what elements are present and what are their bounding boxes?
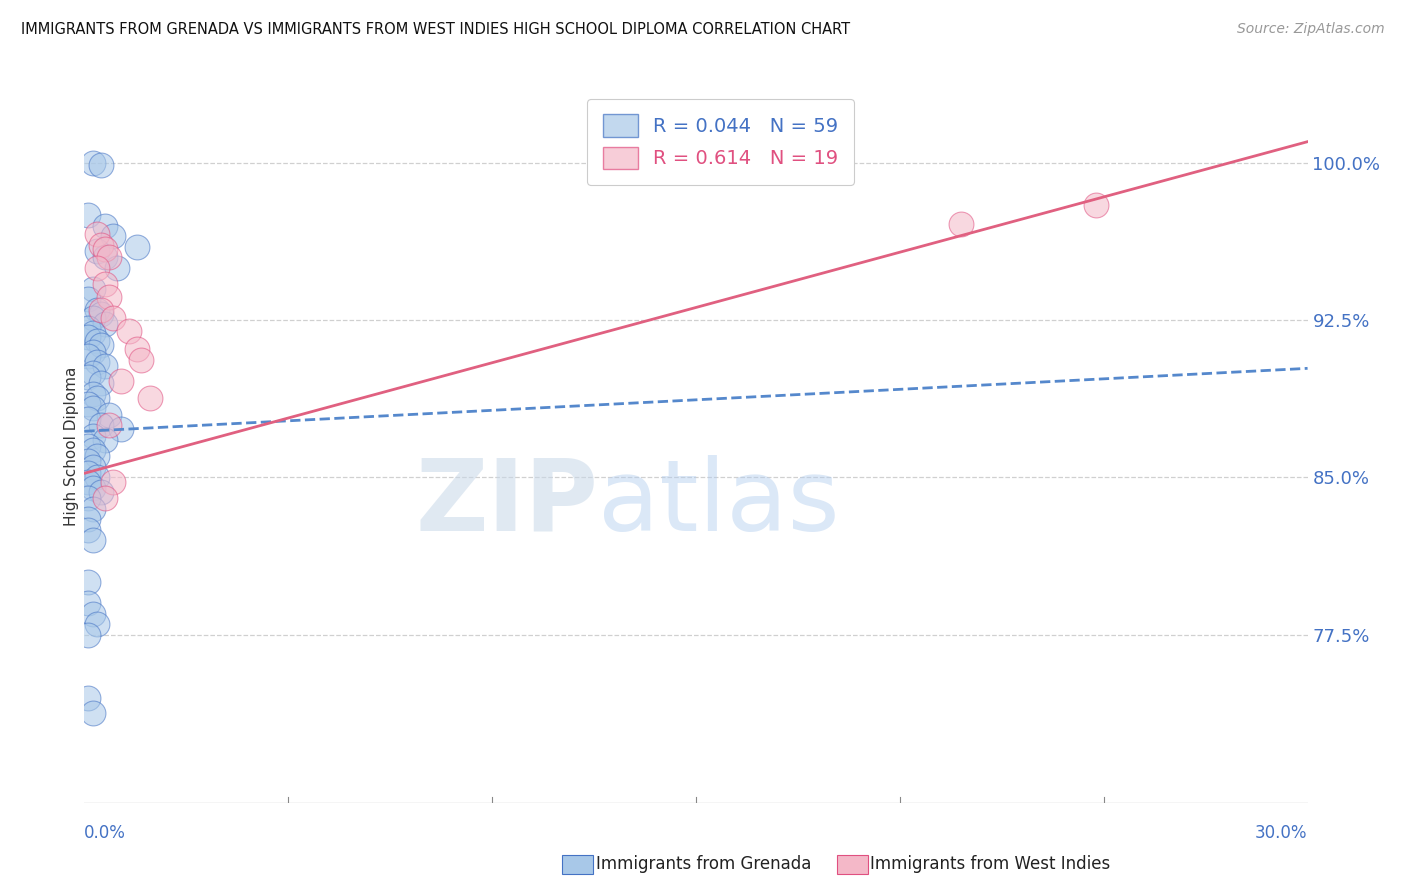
Point bbox=[77, 596, 100, 610]
Point bbox=[90, 417, 112, 432]
Point bbox=[82, 344, 104, 359]
Point bbox=[77, 369, 100, 384]
Point bbox=[86, 617, 108, 632]
Point bbox=[82, 481, 104, 495]
Point bbox=[101, 229, 124, 244]
Point bbox=[97, 250, 120, 264]
Point bbox=[86, 450, 108, 464]
Point bbox=[82, 502, 104, 516]
Point bbox=[101, 310, 124, 325]
Point bbox=[86, 260, 108, 275]
Point bbox=[82, 533, 104, 548]
Point bbox=[77, 208, 100, 222]
Point bbox=[90, 158, 112, 172]
Point bbox=[77, 330, 100, 344]
Point bbox=[77, 523, 100, 537]
Point bbox=[110, 422, 132, 436]
Point bbox=[93, 242, 117, 256]
Point bbox=[77, 349, 100, 363]
Point bbox=[86, 244, 108, 258]
Point bbox=[118, 324, 141, 338]
Point bbox=[110, 374, 132, 388]
Point bbox=[77, 475, 100, 489]
Point bbox=[82, 428, 104, 442]
Point bbox=[127, 239, 149, 253]
Point bbox=[127, 343, 149, 357]
Point bbox=[90, 302, 112, 317]
Point bbox=[77, 690, 100, 705]
Point bbox=[86, 470, 108, 484]
Point bbox=[97, 290, 120, 304]
Point bbox=[86, 227, 108, 241]
Text: 30.0%: 30.0% bbox=[1256, 824, 1308, 842]
Text: Immigrants from West Indies: Immigrants from West Indies bbox=[870, 855, 1111, 873]
Text: IMMIGRANTS FROM GRENADA VS IMMIGRANTS FROM WEST INDIES HIGH SCHOOL DIPLOMA CORRE: IMMIGRANTS FROM GRENADA VS IMMIGRANTS FR… bbox=[21, 22, 851, 37]
Point bbox=[138, 391, 160, 405]
Point bbox=[77, 575, 100, 590]
Text: ZIP: ZIP bbox=[415, 455, 598, 551]
Point bbox=[93, 277, 117, 292]
Point bbox=[90, 376, 112, 390]
Point bbox=[90, 485, 112, 500]
Point bbox=[82, 706, 104, 720]
Point bbox=[77, 292, 100, 306]
Point bbox=[82, 443, 104, 458]
Point bbox=[1084, 197, 1107, 211]
Point bbox=[82, 282, 104, 296]
Point bbox=[86, 302, 108, 317]
Point bbox=[82, 366, 104, 380]
Point bbox=[82, 401, 104, 416]
Point bbox=[90, 307, 112, 321]
Text: 0.0%: 0.0% bbox=[84, 824, 127, 842]
Point bbox=[77, 321, 100, 335]
Point bbox=[82, 386, 104, 401]
Point bbox=[86, 334, 108, 348]
Point bbox=[77, 467, 100, 481]
Point bbox=[77, 397, 100, 411]
Point bbox=[101, 475, 124, 489]
Point bbox=[86, 355, 108, 369]
Point bbox=[82, 607, 104, 621]
Point bbox=[77, 491, 100, 506]
Point bbox=[90, 338, 112, 352]
Point bbox=[77, 628, 100, 642]
Point bbox=[93, 433, 117, 447]
Point bbox=[82, 326, 104, 340]
Point bbox=[105, 260, 128, 275]
Point bbox=[86, 391, 108, 405]
Point bbox=[93, 318, 117, 332]
Point bbox=[90, 237, 112, 252]
Point bbox=[97, 408, 120, 422]
Point bbox=[97, 417, 120, 432]
Point bbox=[93, 219, 117, 233]
Text: Source: ZipAtlas.com: Source: ZipAtlas.com bbox=[1237, 22, 1385, 37]
Point bbox=[77, 439, 100, 453]
Point bbox=[950, 217, 973, 231]
Point bbox=[77, 453, 100, 467]
Text: atlas: atlas bbox=[598, 455, 839, 551]
Point bbox=[82, 310, 104, 325]
Point bbox=[77, 411, 100, 425]
Point bbox=[93, 359, 117, 374]
Text: Immigrants from Grenada: Immigrants from Grenada bbox=[596, 855, 811, 873]
Point bbox=[77, 512, 100, 526]
Legend: R = 0.044   N = 59, R = 0.614   N = 19: R = 0.044 N = 59, R = 0.614 N = 19 bbox=[588, 99, 853, 185]
Point bbox=[82, 155, 104, 169]
Point bbox=[82, 460, 104, 475]
Y-axis label: High School Diploma: High School Diploma bbox=[63, 367, 79, 525]
Point bbox=[131, 353, 153, 368]
Point bbox=[93, 250, 117, 264]
Point bbox=[93, 491, 117, 506]
